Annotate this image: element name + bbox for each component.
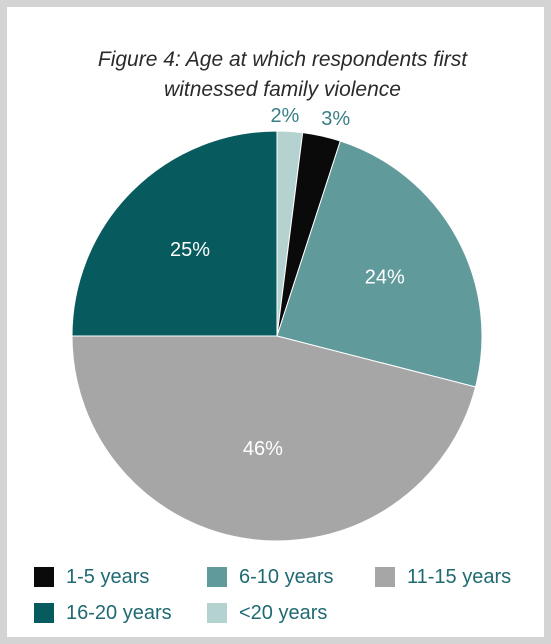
chart-title-line-2: witnessed family violence bbox=[164, 78, 401, 101]
pie-slice-6-10-years bbox=[276, 140, 483, 388]
legend-item-under-20-years: <20 years bbox=[207, 601, 327, 625]
legend-label: 11-15 years bbox=[407, 565, 512, 588]
legend-label: 16-20 years bbox=[66, 601, 172, 624]
pie-data-label: 25% bbox=[170, 239, 210, 261]
legend-label: <20 years bbox=[239, 601, 328, 624]
legend-label: 1-5 years bbox=[66, 565, 150, 588]
legend-item-1-5-years: 1-5 years bbox=[34, 565, 149, 589]
legend-swatch bbox=[34, 603, 54, 623]
pie-data-label: 3% bbox=[321, 108, 350, 130]
chart-title-line-1: Figure 4: Age at which respondents first bbox=[97, 48, 468, 71]
legend-label: 6-10 years bbox=[239, 565, 334, 588]
pie-slice-16-20-years bbox=[71, 130, 278, 337]
pie-data-label: 24% bbox=[365, 267, 405, 289]
legend-item-11-15-years: 11-15 years bbox=[375, 565, 511, 589]
legend-swatch bbox=[207, 567, 227, 587]
pie-data-label: 2% bbox=[270, 105, 299, 127]
legend-swatch bbox=[375, 567, 395, 587]
pie-data-label: 46% bbox=[243, 438, 283, 460]
pie-slice-11-15-years bbox=[71, 335, 477, 542]
legend-swatch bbox=[34, 567, 54, 587]
legend-swatch bbox=[207, 603, 227, 623]
chart-title: Figure 4: Age at which respondents first… bbox=[27, 45, 538, 105]
legend-item-16-20-years: 16-20 years bbox=[34, 601, 172, 625]
legend-item-6-10-years: 6-10 years bbox=[207, 565, 334, 589]
